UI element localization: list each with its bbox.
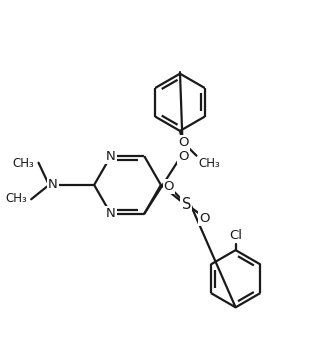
Text: Cl: Cl	[229, 229, 242, 242]
Text: CH₃: CH₃	[12, 157, 34, 170]
Text: N: N	[106, 149, 116, 162]
Text: CH₃: CH₃	[6, 192, 27, 205]
Text: O: O	[179, 137, 189, 149]
Text: S: S	[182, 196, 191, 212]
Text: CH₃: CH₃	[198, 157, 220, 170]
Text: O: O	[164, 180, 174, 193]
Text: O: O	[200, 212, 210, 225]
Text: O: O	[178, 150, 188, 163]
Text: N: N	[106, 207, 116, 220]
Text: N: N	[48, 178, 58, 192]
